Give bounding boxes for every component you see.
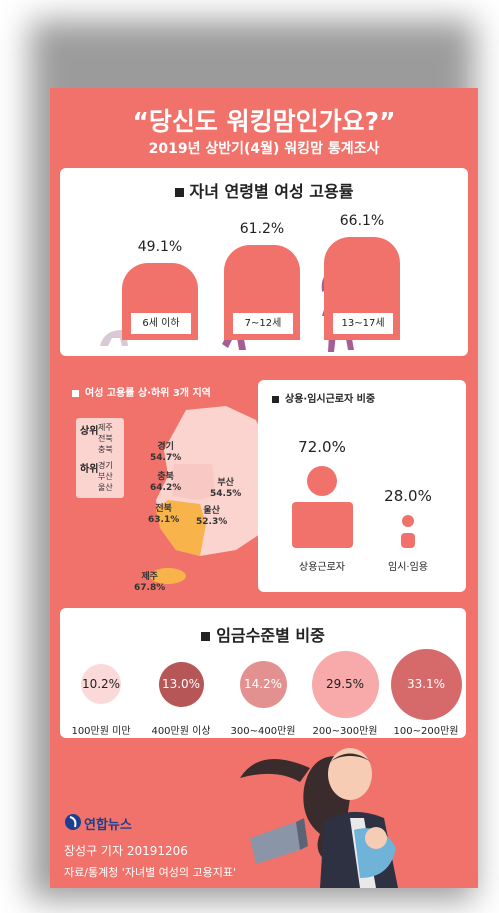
square-bullet-icon — [272, 395, 279, 403]
korea-map — [150, 406, 278, 584]
map-legend-box: 상위 제주 전북 충북 하위 경기 부산 울산 — [76, 418, 124, 498]
worker-head-icon — [402, 515, 414, 527]
infographic-card: “당신도 워킹맘인가요?” 2019년 상반기(4월) 워킹맘 통계조사 자녀 … — [50, 88, 478, 888]
age-chart-title: 자녀 연령별 여성 고용률 — [60, 178, 468, 202]
wage-category-label: 400만원 이상 — [151, 726, 211, 737]
map-title: 여성 고용률 상·하위 3개 지역 — [72, 384, 211, 399]
age-employment-panel: 자녀 연령별 여성 고용률 49.1% 6세 이하 61.2% 7~12세 66.1% 1… — [60, 168, 468, 356]
map-label-chungbuk: 충북 64.2% — [150, 472, 182, 493]
map-label-jeju: 제주 67.8% — [134, 572, 166, 593]
square-bullet-icon — [201, 632, 211, 641]
wage-category-label: 300~400만원 — [230, 726, 296, 737]
map-label-jeonbuk: 전북 63.1% — [148, 504, 180, 525]
wage-bubble: 29.5% — [311, 650, 379, 718]
legend-bottom-region: 부산 — [98, 472, 113, 481]
wage-level-panel: 임금수준별 비중 10.2% 100만원 미만 13.0% 400만원 이상 14.2%… — [60, 608, 466, 738]
map-label-ulsan: 울산 52.3% — [196, 506, 228, 527]
wage-category-label: 200~300만원 — [312, 726, 378, 737]
age-category-label: 13~17세 — [332, 312, 394, 335]
legend-bottom-region: 울산 — [98, 483, 113, 492]
page-title: “당신도 워킹맘인가요?” — [132, 107, 396, 136]
yonhap-logo-icon — [65, 814, 81, 830]
wage-chart-title: 임금수준별 비중 — [60, 622, 466, 646]
wage-category-label: 100만원 미만 — [71, 726, 131, 737]
age-value-label: 49.1% — [137, 239, 183, 255]
worker-category-label: 임시·임용 — [388, 562, 428, 573]
worker-bar — [291, 502, 353, 548]
legend-top-label: 상위 — [80, 426, 99, 437]
wage-category-label: 100~200만원 — [393, 726, 459, 737]
age-category-label: 6세 이하 — [130, 312, 192, 335]
legend-bottom-region: 경기 — [98, 461, 113, 470]
worker-value-label: 28.0% — [384, 487, 432, 505]
legend-top-region: 전북 — [98, 434, 113, 443]
wage-bubble: 10.2% — [81, 664, 121, 704]
byline: 장성구 기자 20191206 — [64, 844, 188, 858]
square-bullet-icon — [72, 389, 79, 397]
worker-head-icon — [307, 466, 337, 496]
wage-bubble: 33.1% — [390, 648, 462, 720]
working-mom-illustration — [240, 748, 398, 888]
age-value-label: 61.2% — [239, 221, 285, 237]
map-label-gyeonggi: 경기 54.7% — [150, 442, 182, 463]
worker-bar — [401, 533, 415, 548]
wage-bubble: 13.0% — [158, 661, 204, 707]
worker-type-panel: 상용·임시근로자 비중 72.0% 상용근로자 28.0% 임시·임용 — [258, 380, 466, 592]
age-value-label: 66.1% — [339, 213, 385, 229]
page-subtitle: 2019년 상반기(4월) 워킹맘 통계조사 — [148, 141, 380, 157]
logo-text: 연합뉴스 — [84, 818, 132, 833]
square-bullet-icon — [174, 188, 184, 197]
data-source: 자료/통계청 '자녀별 여성의 고용지표' — [64, 866, 237, 879]
legend-top-region: 충북 — [98, 445, 113, 454]
map-label-busan: 부산 54.5% — [210, 478, 242, 499]
worker-category-label: 상용근로자 — [299, 562, 345, 573]
worker-chart-title: 상용·임시근로자 비중 — [272, 390, 375, 405]
worker-value-label: 72.0% — [298, 438, 346, 456]
legend-top-region: 제주 — [98, 423, 113, 432]
wage-bubble: 14.2% — [239, 660, 287, 708]
age-category-label: 7~12세 — [232, 312, 294, 335]
legend-bottom-label: 하위 — [80, 464, 99, 475]
